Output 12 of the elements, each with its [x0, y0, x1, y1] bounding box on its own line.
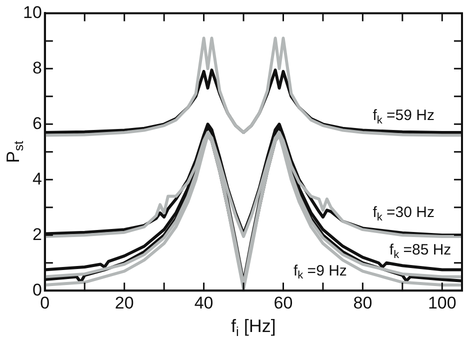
- y-axis-title: Pst: [2, 140, 26, 163]
- y-tick-label: 2: [32, 224, 42, 244]
- x-tick-label: 100: [428, 293, 456, 312]
- x-tick-label: 40: [194, 293, 214, 312]
- y-tick-label: 0: [32, 280, 42, 300]
- x-tick-label: 80: [353, 293, 372, 312]
- y-tick-label: 6: [32, 114, 42, 133]
- y-tick-label: 10: [22, 2, 42, 22]
- y-tick-label: 4: [32, 169, 42, 188]
- x-tick-label: 20: [114, 293, 134, 312]
- y-tick-label: 8: [32, 58, 42, 78]
- x-tick-label: 60: [274, 293, 293, 312]
